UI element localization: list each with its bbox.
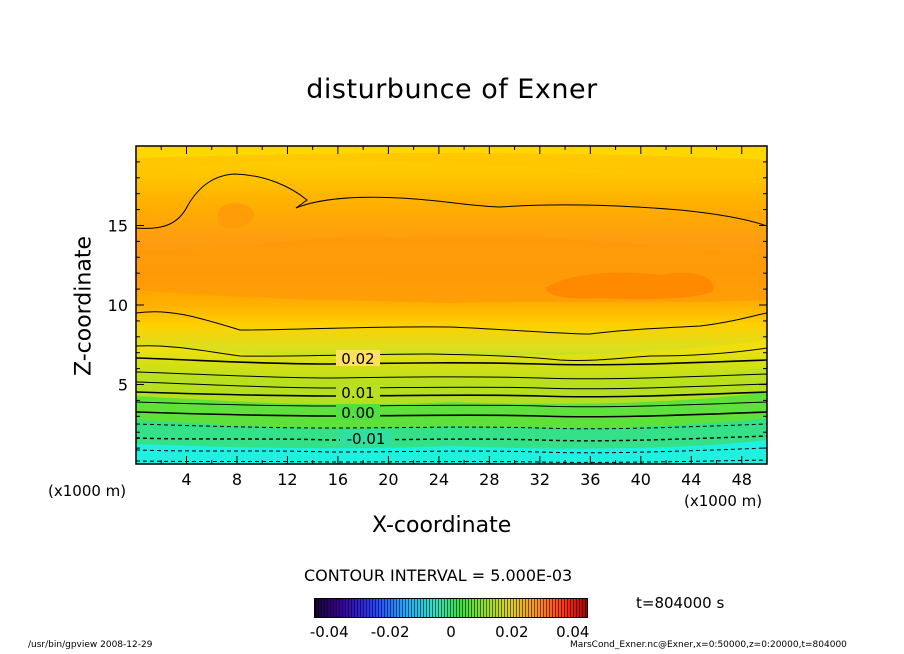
contour-label-bg bbox=[340, 430, 392, 446]
contour-line bbox=[136, 371, 767, 380]
x-tick-label: 32 bbox=[530, 470, 550, 489]
contour-line-002 bbox=[136, 357, 767, 366]
contour-label-0: 0.02 bbox=[341, 350, 374, 368]
x-tick-label: 44 bbox=[681, 470, 701, 489]
x-tick-label: 8 bbox=[232, 470, 242, 489]
x-axis: 4 8 12 16 20 24 28 32 36 40 44 48 bbox=[160, 146, 752, 489]
colorbar bbox=[314, 598, 588, 618]
contour-interval: CONTOUR INTERVAL = 5.000E-03 bbox=[304, 566, 573, 585]
contour-line bbox=[136, 311, 767, 335]
contour-line-neg bbox=[136, 459, 767, 463]
y-tick-label: 15 bbox=[108, 217, 128, 236]
y-tick-label: 5 bbox=[118, 376, 128, 395]
top-band bbox=[136, 146, 767, 160]
x-tick-label: 36 bbox=[580, 470, 600, 489]
x-tick-label: 28 bbox=[479, 470, 499, 489]
x-tick-label: 40 bbox=[631, 470, 651, 489]
chart-title: disturbunce of Exner bbox=[306, 74, 598, 105]
x-tick-label: 48 bbox=[732, 470, 752, 489]
contour-label-1: 0.01 bbox=[341, 384, 374, 402]
colorbar-tick-label: 0 bbox=[446, 623, 456, 641]
x-axis-label: X-coordinate bbox=[372, 513, 512, 538]
contour-label-2: 0.00 bbox=[341, 404, 374, 422]
y-axis: 5 10 15 bbox=[108, 161, 767, 449]
contour-line-neg bbox=[136, 423, 767, 430]
contour-label-bg bbox=[336, 350, 380, 366]
y-tick-label: 10 bbox=[108, 296, 128, 315]
contour-line bbox=[136, 401, 767, 408]
contour-label-bg bbox=[336, 384, 380, 400]
contour-line-neg-001 bbox=[136, 435, 767, 442]
contour-line-001 bbox=[136, 391, 767, 398]
contour-labels bbox=[336, 350, 392, 446]
colorbar-tick-label: -0.04 bbox=[309, 623, 349, 641]
x-tick-label: 20 bbox=[378, 470, 398, 489]
time-label: t=804000 s bbox=[636, 594, 725, 612]
contour-line-upper bbox=[136, 173, 767, 229]
cyan-band bbox=[136, 440, 767, 464]
colorbar-tick-label: 0.02 bbox=[495, 623, 529, 641]
footer-right: MarsCond_Exner.nc@Exner,x=0:50000,z=0:20… bbox=[570, 640, 847, 650]
contour-lines bbox=[136, 173, 767, 463]
x-tick-label: 16 bbox=[328, 470, 348, 489]
colorbar-tick-label: 0.04 bbox=[556, 623, 590, 641]
contour-line bbox=[136, 381, 767, 390]
contour-line-000 bbox=[136, 411, 767, 418]
contour-field bbox=[136, 146, 767, 464]
contour-label-bg bbox=[336, 404, 380, 420]
orange-max-region bbox=[545, 272, 714, 300]
contour-line-neg bbox=[136, 447, 767, 454]
x-tick-label: 24 bbox=[429, 470, 449, 489]
contour-line bbox=[136, 345, 767, 362]
y-axis-label: Z-coordinate bbox=[71, 236, 97, 376]
colorbar-tick-label: -0.02 bbox=[370, 623, 410, 641]
x-scale-label-right: (x1000 m) bbox=[684, 492, 763, 510]
x-tick-label: 4 bbox=[181, 470, 191, 489]
x-scale-label-left: (x1000 m) bbox=[48, 482, 127, 500]
footer-left: /usr/bin/gpview 2008-12-29 bbox=[28, 640, 153, 650]
orange-blob-left bbox=[218, 203, 254, 229]
x-tick-label: 12 bbox=[277, 470, 297, 489]
colorbar-stripes bbox=[315, 599, 587, 617]
contour-label-3: -0.01 bbox=[347, 430, 386, 448]
